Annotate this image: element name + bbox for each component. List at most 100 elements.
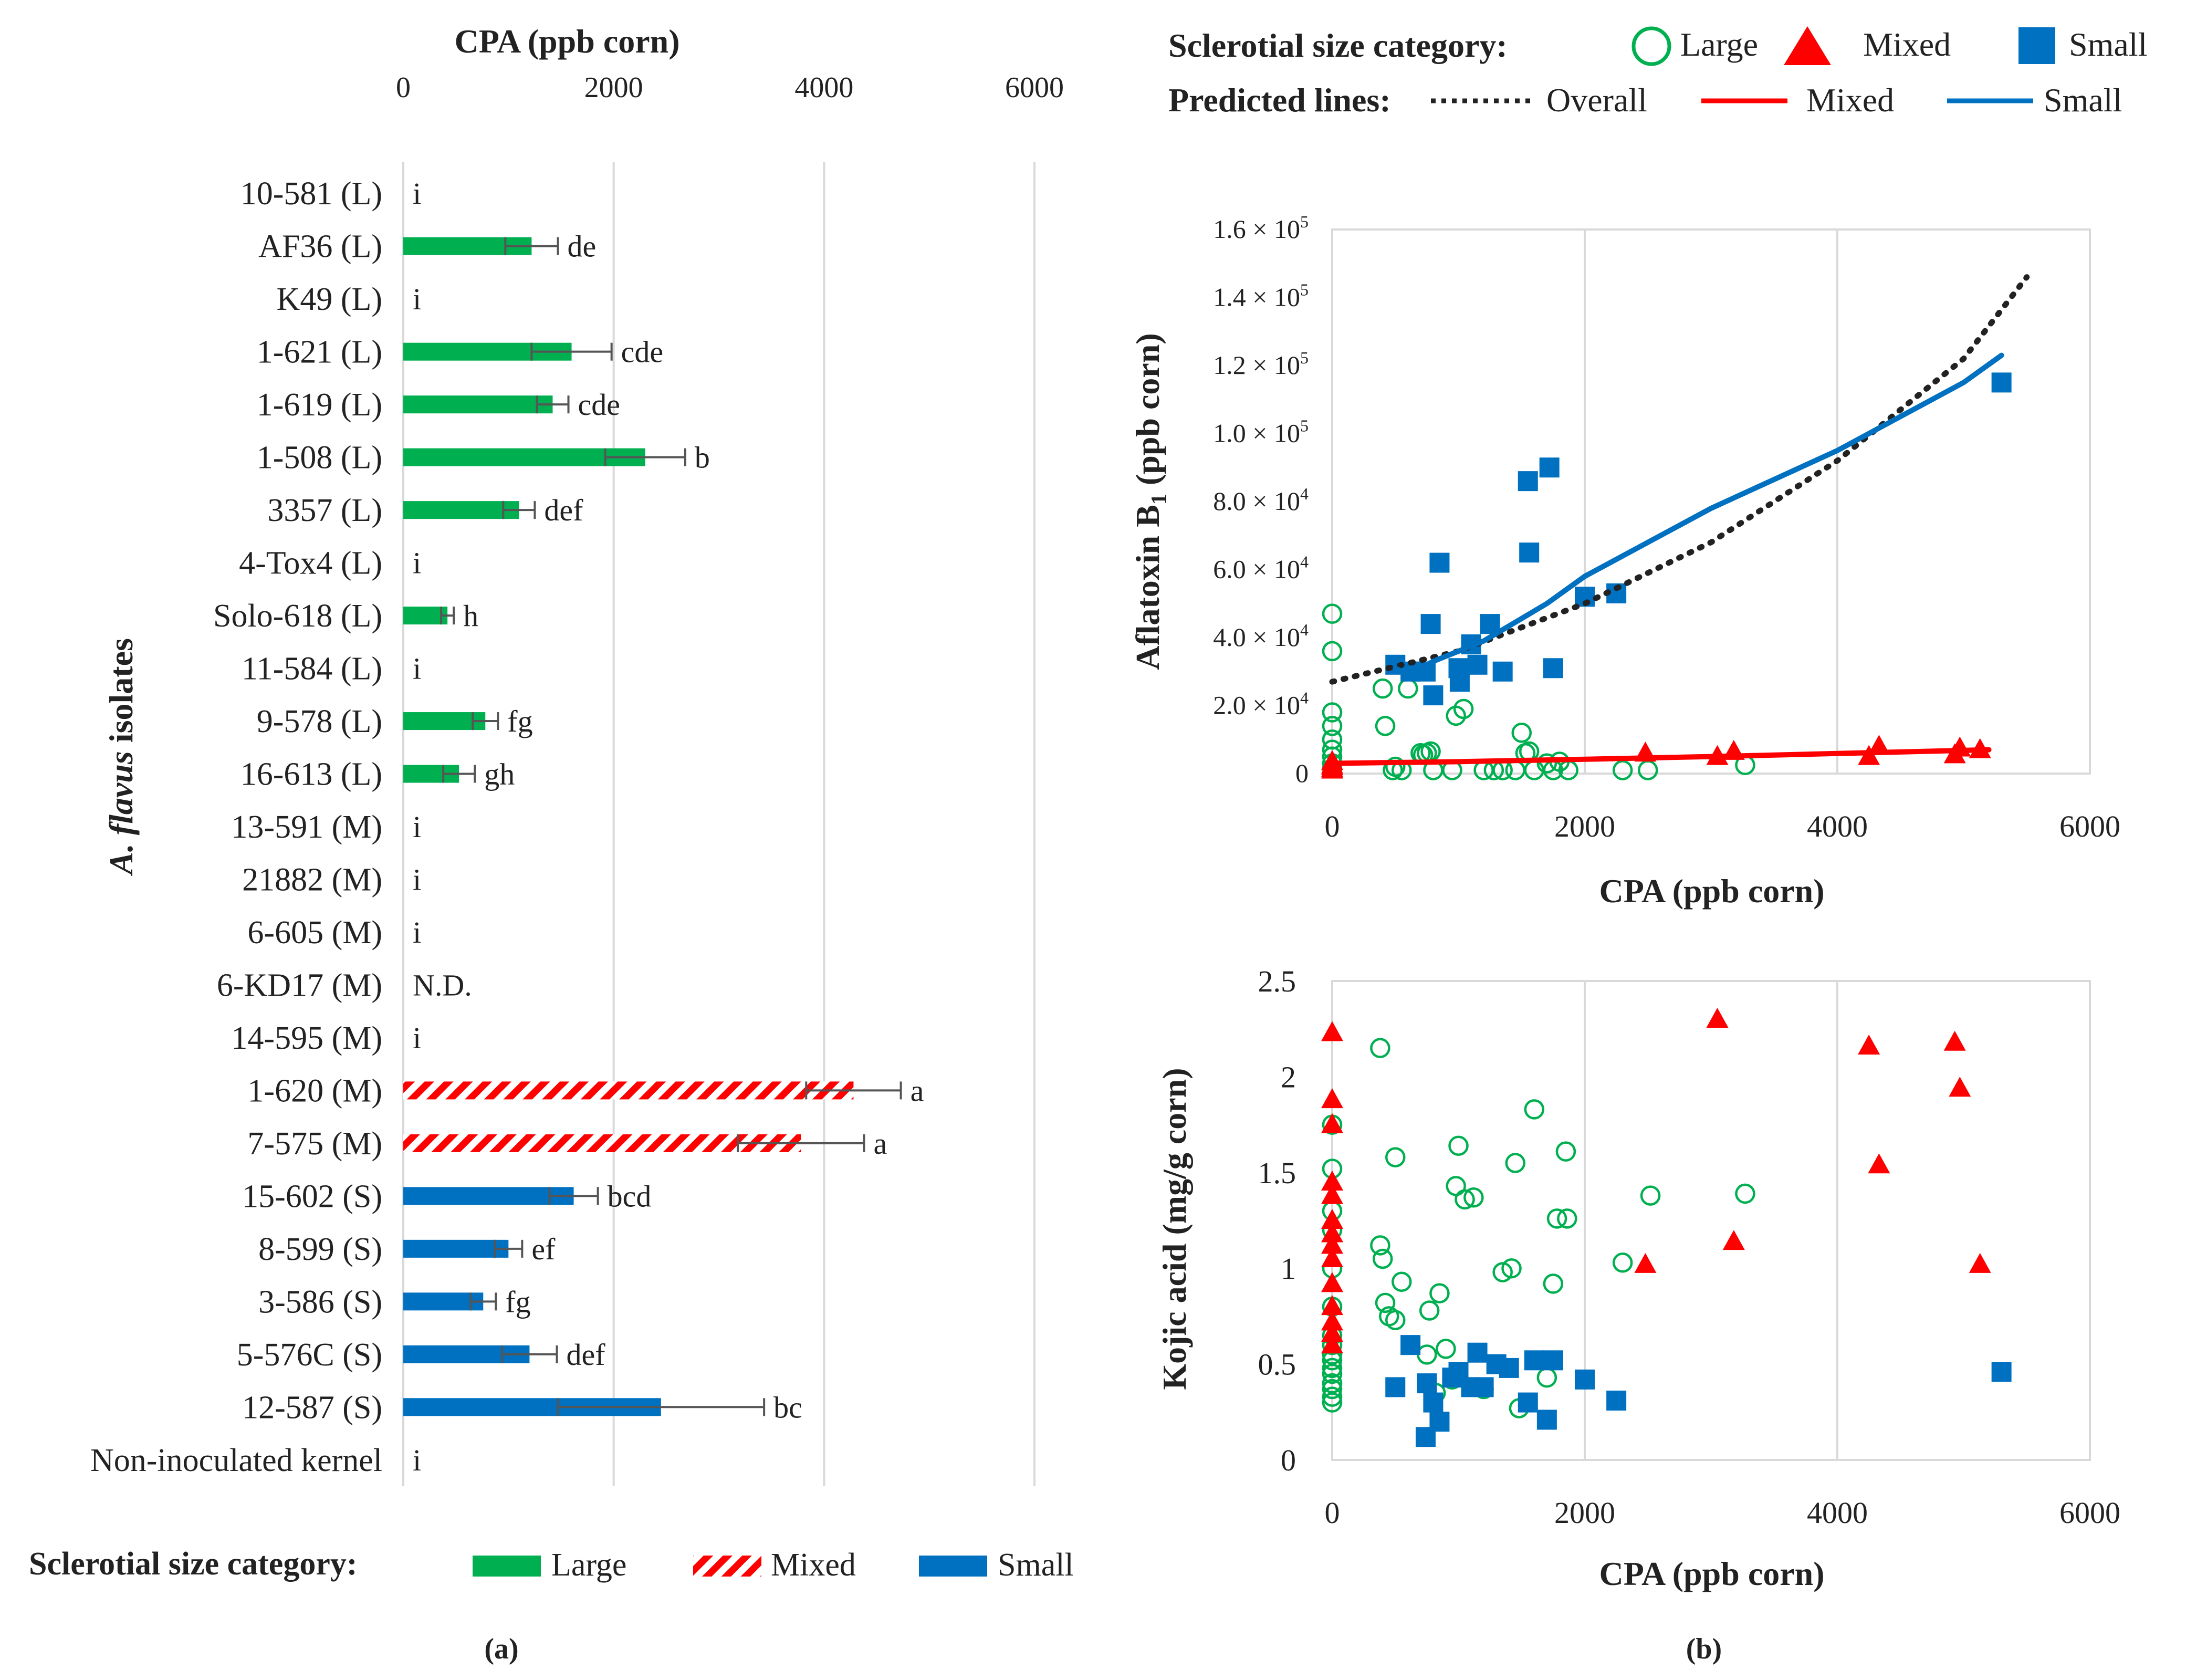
chart-b1-small-point	[1429, 552, 1450, 573]
chart-b2-large-point	[1492, 1262, 1513, 1282]
chart-a-significance-letter: i	[413, 282, 421, 316]
chart-a-category-label: 14-595 (M)	[231, 1020, 382, 1056]
chart-b1-y-tick-label: 8.0 × 104	[1213, 484, 1309, 516]
chart-a-category-label: Solo-618 (L)	[213, 598, 382, 634]
chart-a-bar	[403, 607, 448, 625]
chart-a-significance-letter: b	[695, 441, 710, 475]
legend-b-large-label: Large	[1680, 26, 1758, 63]
chart-a-x-tick-label: 2000	[584, 71, 643, 104]
chart-b2-large-point	[1446, 1176, 1466, 1196]
legend-b-mixed-label: Mixed	[1863, 26, 1951, 63]
chart-b2-mixed-point	[1321, 1021, 1343, 1041]
chart-b2-small-point	[1417, 1373, 1437, 1394]
legend-a-large-label: Large	[551, 1547, 626, 1583]
chart-a-category-label: K49 (L)	[277, 281, 382, 317]
chart-a-category-label: 9-578 (L)	[257, 704, 382, 739]
legend-a-small-swatch	[919, 1556, 987, 1577]
chart-b1-x-tick-label: 2000	[1554, 809, 1615, 843]
chart-b1-small-point	[1467, 654, 1488, 675]
panel-b-label: (b)	[1686, 1633, 1722, 1665]
chart-b2-y-ticks: 0 0.5 1 1.5 2 2.5	[1258, 964, 1296, 1477]
chart-a-significance-letter: N.D.	[413, 968, 472, 1002]
chart-b1-x-tick-label: 0	[1325, 809, 1340, 843]
chart-a-category-labels: 10-581 (L) AF36 (L) K49 (L) 1-621 (L) 1-619 …	[90, 176, 382, 1478]
chart-b1-large-point	[1505, 760, 1525, 780]
chart-b2-small-point	[1991, 1362, 2012, 1382]
chart-b2-large-point	[1385, 1147, 1406, 1167]
chart-b2-large-point	[1392, 1271, 1412, 1292]
chart-b2-small-point	[1400, 1335, 1421, 1355]
chart-b2-small-point	[1518, 1392, 1538, 1413]
chart-b1-small-point	[1991, 372, 2012, 393]
chart-b2-x-tick-label: 2000	[1554, 1496, 1615, 1530]
chart-b2-small-point	[1423, 1392, 1444, 1413]
chart-b1-y-tick-label: 1.2 × 105	[1213, 348, 1309, 380]
chart-a-significance-letter: ef	[531, 1232, 556, 1266]
chart-b2-gridlines	[1584, 981, 2091, 1460]
legend-b-mixed-line-label: Mixed	[1806, 81, 1894, 119]
chart-a-significance-letter: de	[567, 229, 596, 264]
chart-b2-large-point	[1436, 1339, 1456, 1359]
legend-b-small-marker	[2018, 27, 2055, 64]
legend-b-small-line-label: Small	[2044, 81, 2122, 119]
chart-a-category-label: 10-581 (L)	[240, 176, 382, 212]
chart-b1-small-point	[1518, 471, 1538, 492]
chart-a-category-label: 1-621 (L)	[257, 335, 382, 370]
chart-b1-small-point	[1423, 685, 1444, 706]
chart-a-category-label: 1-508 (L)	[257, 440, 382, 476]
bar-chart-panel-a: CPA (ppb corn) 0 2000 4000 6000 10-581 (L) A…	[29, 23, 1074, 1665]
chart-a-x-tick-label: 0	[396, 71, 411, 104]
chart-b2-mixed-point	[1321, 1234, 1343, 1254]
chart-a-significance-letter: bcd	[608, 1179, 652, 1213]
chart-b2-mixed-point	[1321, 1088, 1343, 1109]
chart-b2-y-tick-label: 0	[1281, 1443, 1296, 1477]
chart-b2-mixed-point	[1321, 1222, 1343, 1243]
chart-b2-large-point	[1385, 1310, 1406, 1330]
chart-a-category-label: 1-620 (M)	[247, 1073, 382, 1109]
chart-b2-large-point	[1322, 1373, 1343, 1394]
chart-b1-y-ticks: 0 2.0 × 104 4.0 × 104 6.0 × 104 8.0 × 104 1.0…	[1213, 212, 1309, 788]
chart-b2-large-point	[1501, 1258, 1522, 1279]
chart-b1-y-tick-label: 0	[1295, 758, 1309, 788]
chart-b1-large-point	[1612, 760, 1633, 780]
chart-b1-x-axis-label: CPA (ppb corn)	[1599, 872, 1824, 910]
chart-a-significance-letter: i	[413, 546, 421, 580]
chart-b2-large-point	[1322, 1358, 1343, 1379]
chart-a-category-label: 11-584 (L)	[242, 651, 382, 687]
chart-b2-large-point	[1546, 1208, 1567, 1229]
chart-b2-y-tick-label: 1.5	[1258, 1156, 1296, 1190]
chart-a-category-label: Non-inoculated kernel	[90, 1443, 382, 1478]
chart-b2-large-point	[1419, 1300, 1440, 1321]
chart-b2-small-point	[1429, 1412, 1450, 1432]
chart-b2-large-point	[1524, 1099, 1545, 1120]
chart-a-category-label: 3-586 (S)	[258, 1284, 382, 1320]
chart-b1-line-small	[1393, 352, 2004, 678]
chart-b2-y-tick-label: 2.5	[1258, 964, 1296, 998]
chart-b-legend: Sclerotial size category: Large Mixed Sm…	[1168, 26, 2147, 119]
chart-b1-large-point	[1638, 760, 1658, 780]
chart-b2-large-point	[1557, 1208, 1577, 1229]
chart-b2-large-point	[1640, 1185, 1661, 1206]
chart-b1-large-point	[1446, 705, 1466, 726]
chart-a-category-label: AF36 (L)	[258, 229, 382, 265]
chart-b2-large-point	[1536, 1367, 1557, 1388]
chart-b1-large-point	[1536, 753, 1557, 774]
chart-b2-large-point	[1322, 1392, 1343, 1413]
chart-b2-large-point	[1322, 1379, 1343, 1400]
chart-a-significance-letter: i	[413, 1021, 421, 1055]
chart-a-bar	[403, 501, 519, 519]
chart-b1-x-tick-label: 6000	[2059, 809, 2120, 843]
chart-b1-mixed-point	[1321, 757, 1343, 777]
chart-b1-y-tick-label: 2.0 × 104	[1213, 688, 1309, 720]
chart-a-significance-letter: i	[413, 176, 421, 211]
chart-b1-x-tick-label: 4000	[1807, 809, 1868, 843]
chart-b2-large-point	[1455, 1189, 1475, 1210]
chart-b1-y-tick-label: 1.0 × 105	[1213, 416, 1309, 448]
chart-b2-small-point	[1536, 1410, 1557, 1430]
chart-b2-mixed-point	[1321, 1113, 1343, 1133]
chart-b2-mixed-point	[1321, 1171, 1343, 1191]
chart-a-bar	[403, 1134, 801, 1152]
chart-b1-line-mixed	[1330, 747, 1992, 766]
chart-a-significance-letter: i	[413, 915, 421, 949]
chart-b2-large-point	[1448, 1135, 1469, 1156]
